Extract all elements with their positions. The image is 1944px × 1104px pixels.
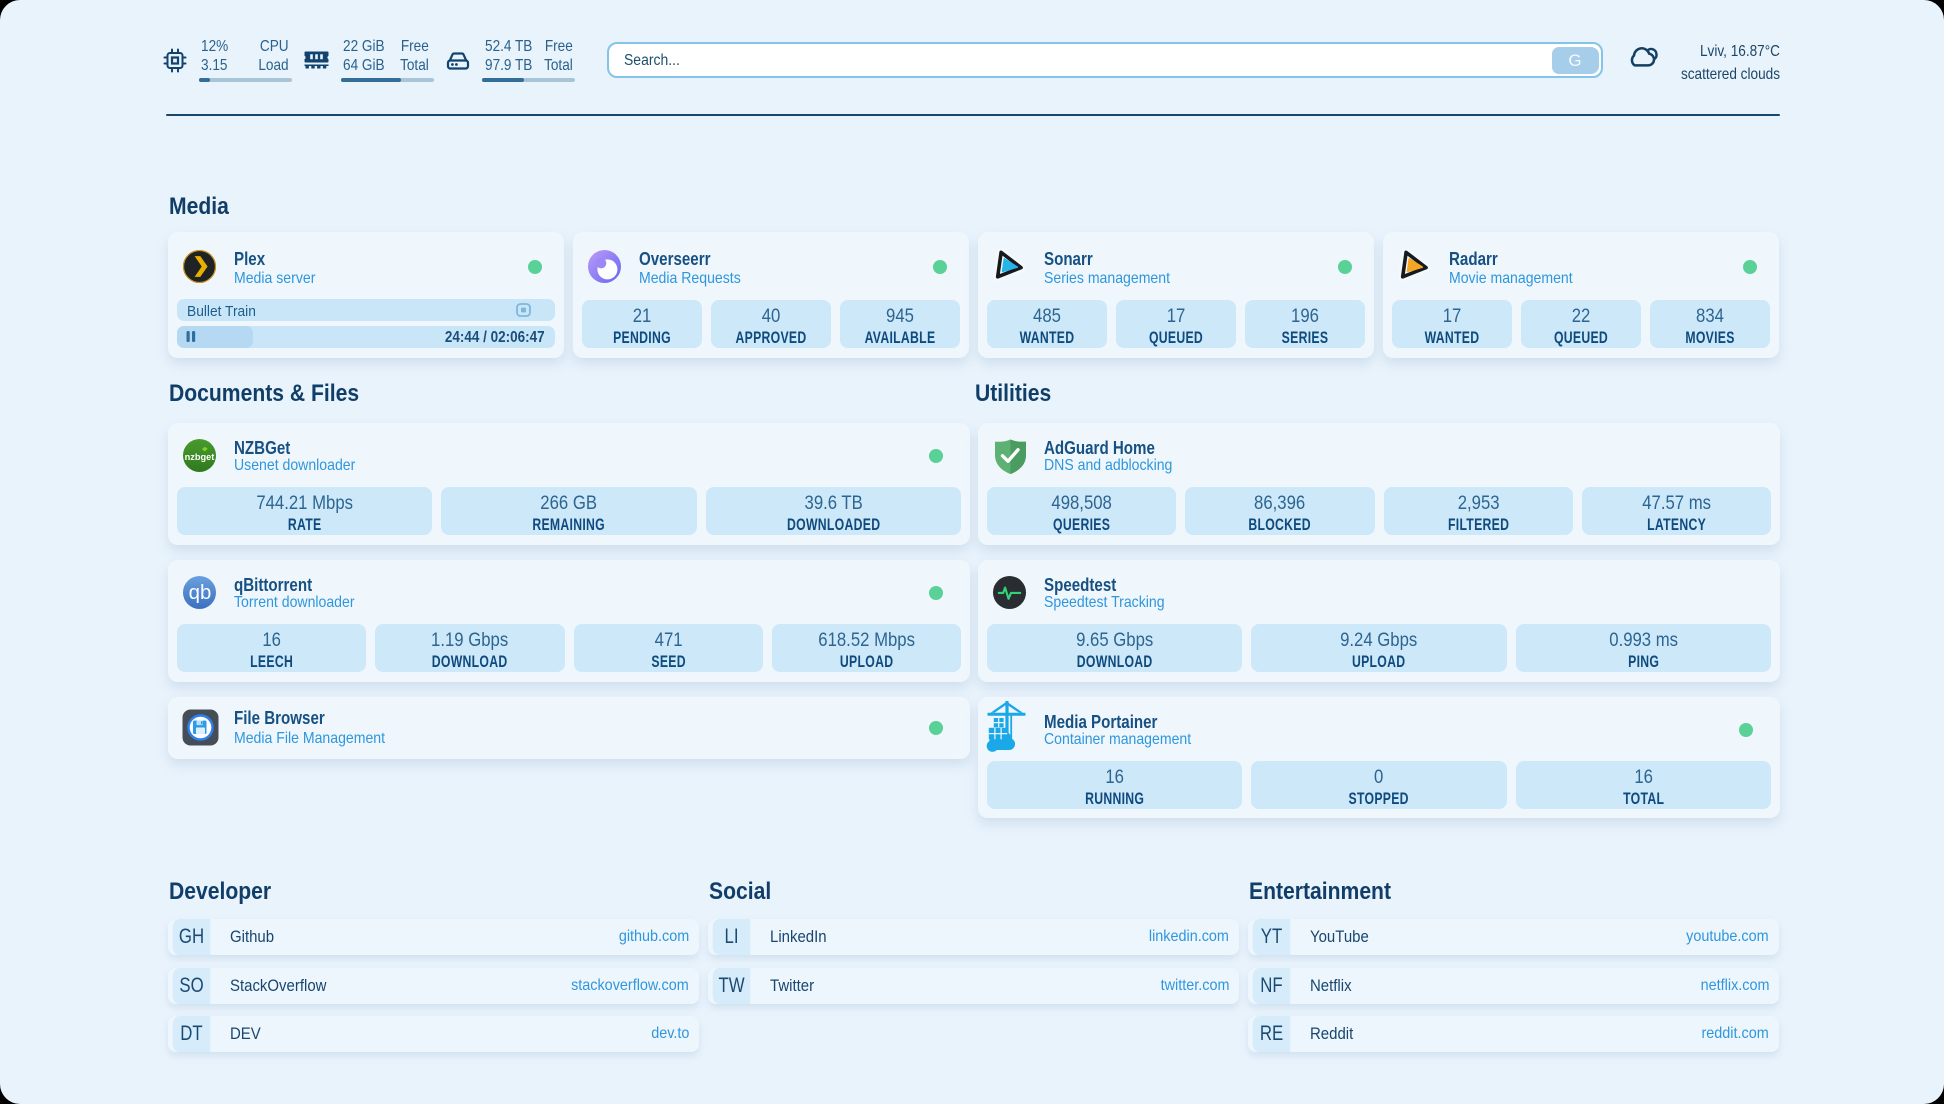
svg-text:nzbget: nzbget [185, 452, 215, 462]
svg-text:qb: qb [189, 582, 212, 604]
